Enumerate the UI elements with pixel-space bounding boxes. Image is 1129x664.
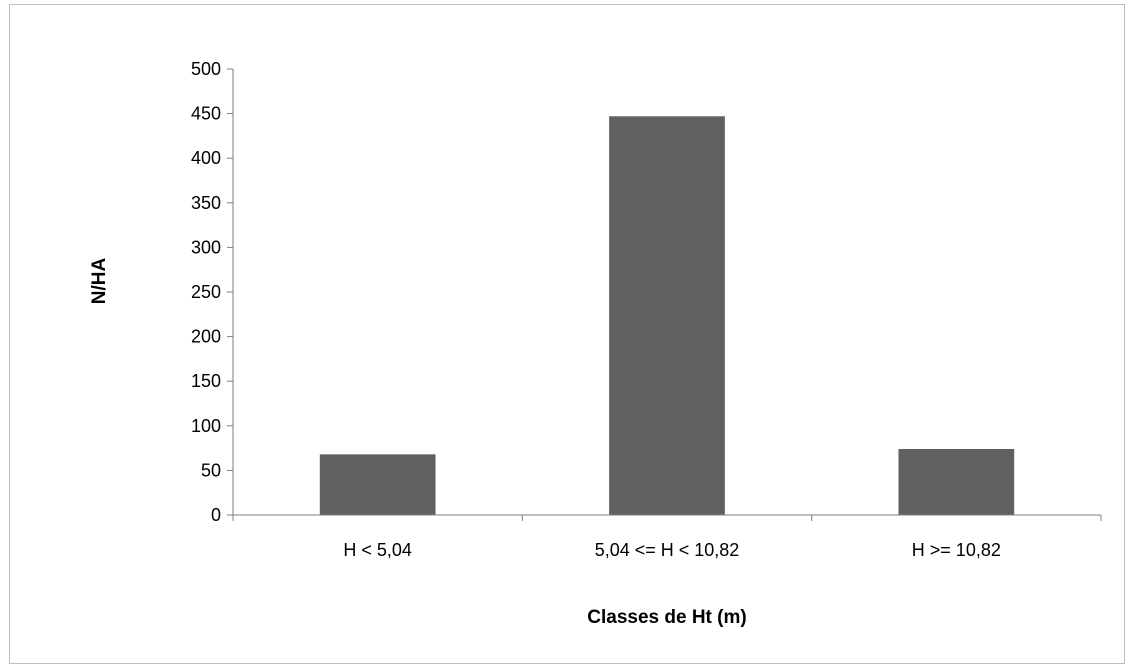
y-tick-label: 250 — [191, 282, 221, 302]
x-tick-label: 5,04 <= H < 10,82 — [595, 540, 740, 560]
y-tick-label: 350 — [191, 193, 221, 213]
y-axis-title: N/HA — [89, 258, 110, 305]
y-axis-ticks: 0 50 100 150 200 250 300 350 400 450 500 — [191, 59, 233, 525]
y-tick-label: 100 — [191, 416, 221, 436]
y-tick-label: 200 — [191, 327, 221, 347]
chart-frame — [9, 4, 1125, 664]
y-tick-label: 150 — [191, 371, 221, 391]
x-axis-ticks: H < 5,04 5,04 <= H < 10,82 H >= 10,82 — [232, 515, 1102, 560]
y-tick-label: 450 — [191, 104, 221, 124]
bar — [609, 116, 725, 515]
x-axis-title: Classes de Ht (m) — [587, 607, 746, 628]
y-tick-label: 0 — [211, 505, 221, 525]
y-tick-label: 500 — [191, 59, 221, 79]
x-tick-label: H >= 10,82 — [912, 540, 1001, 560]
bars — [319, 116, 1015, 515]
y-tick-label: 50 — [201, 460, 221, 480]
bar — [319, 454, 436, 515]
x-tick-label: H < 5,04 — [343, 540, 412, 560]
bar — [898, 448, 1015, 515]
y-tick-label: 400 — [191, 148, 221, 168]
y-tick-label: 300 — [191, 237, 221, 257]
